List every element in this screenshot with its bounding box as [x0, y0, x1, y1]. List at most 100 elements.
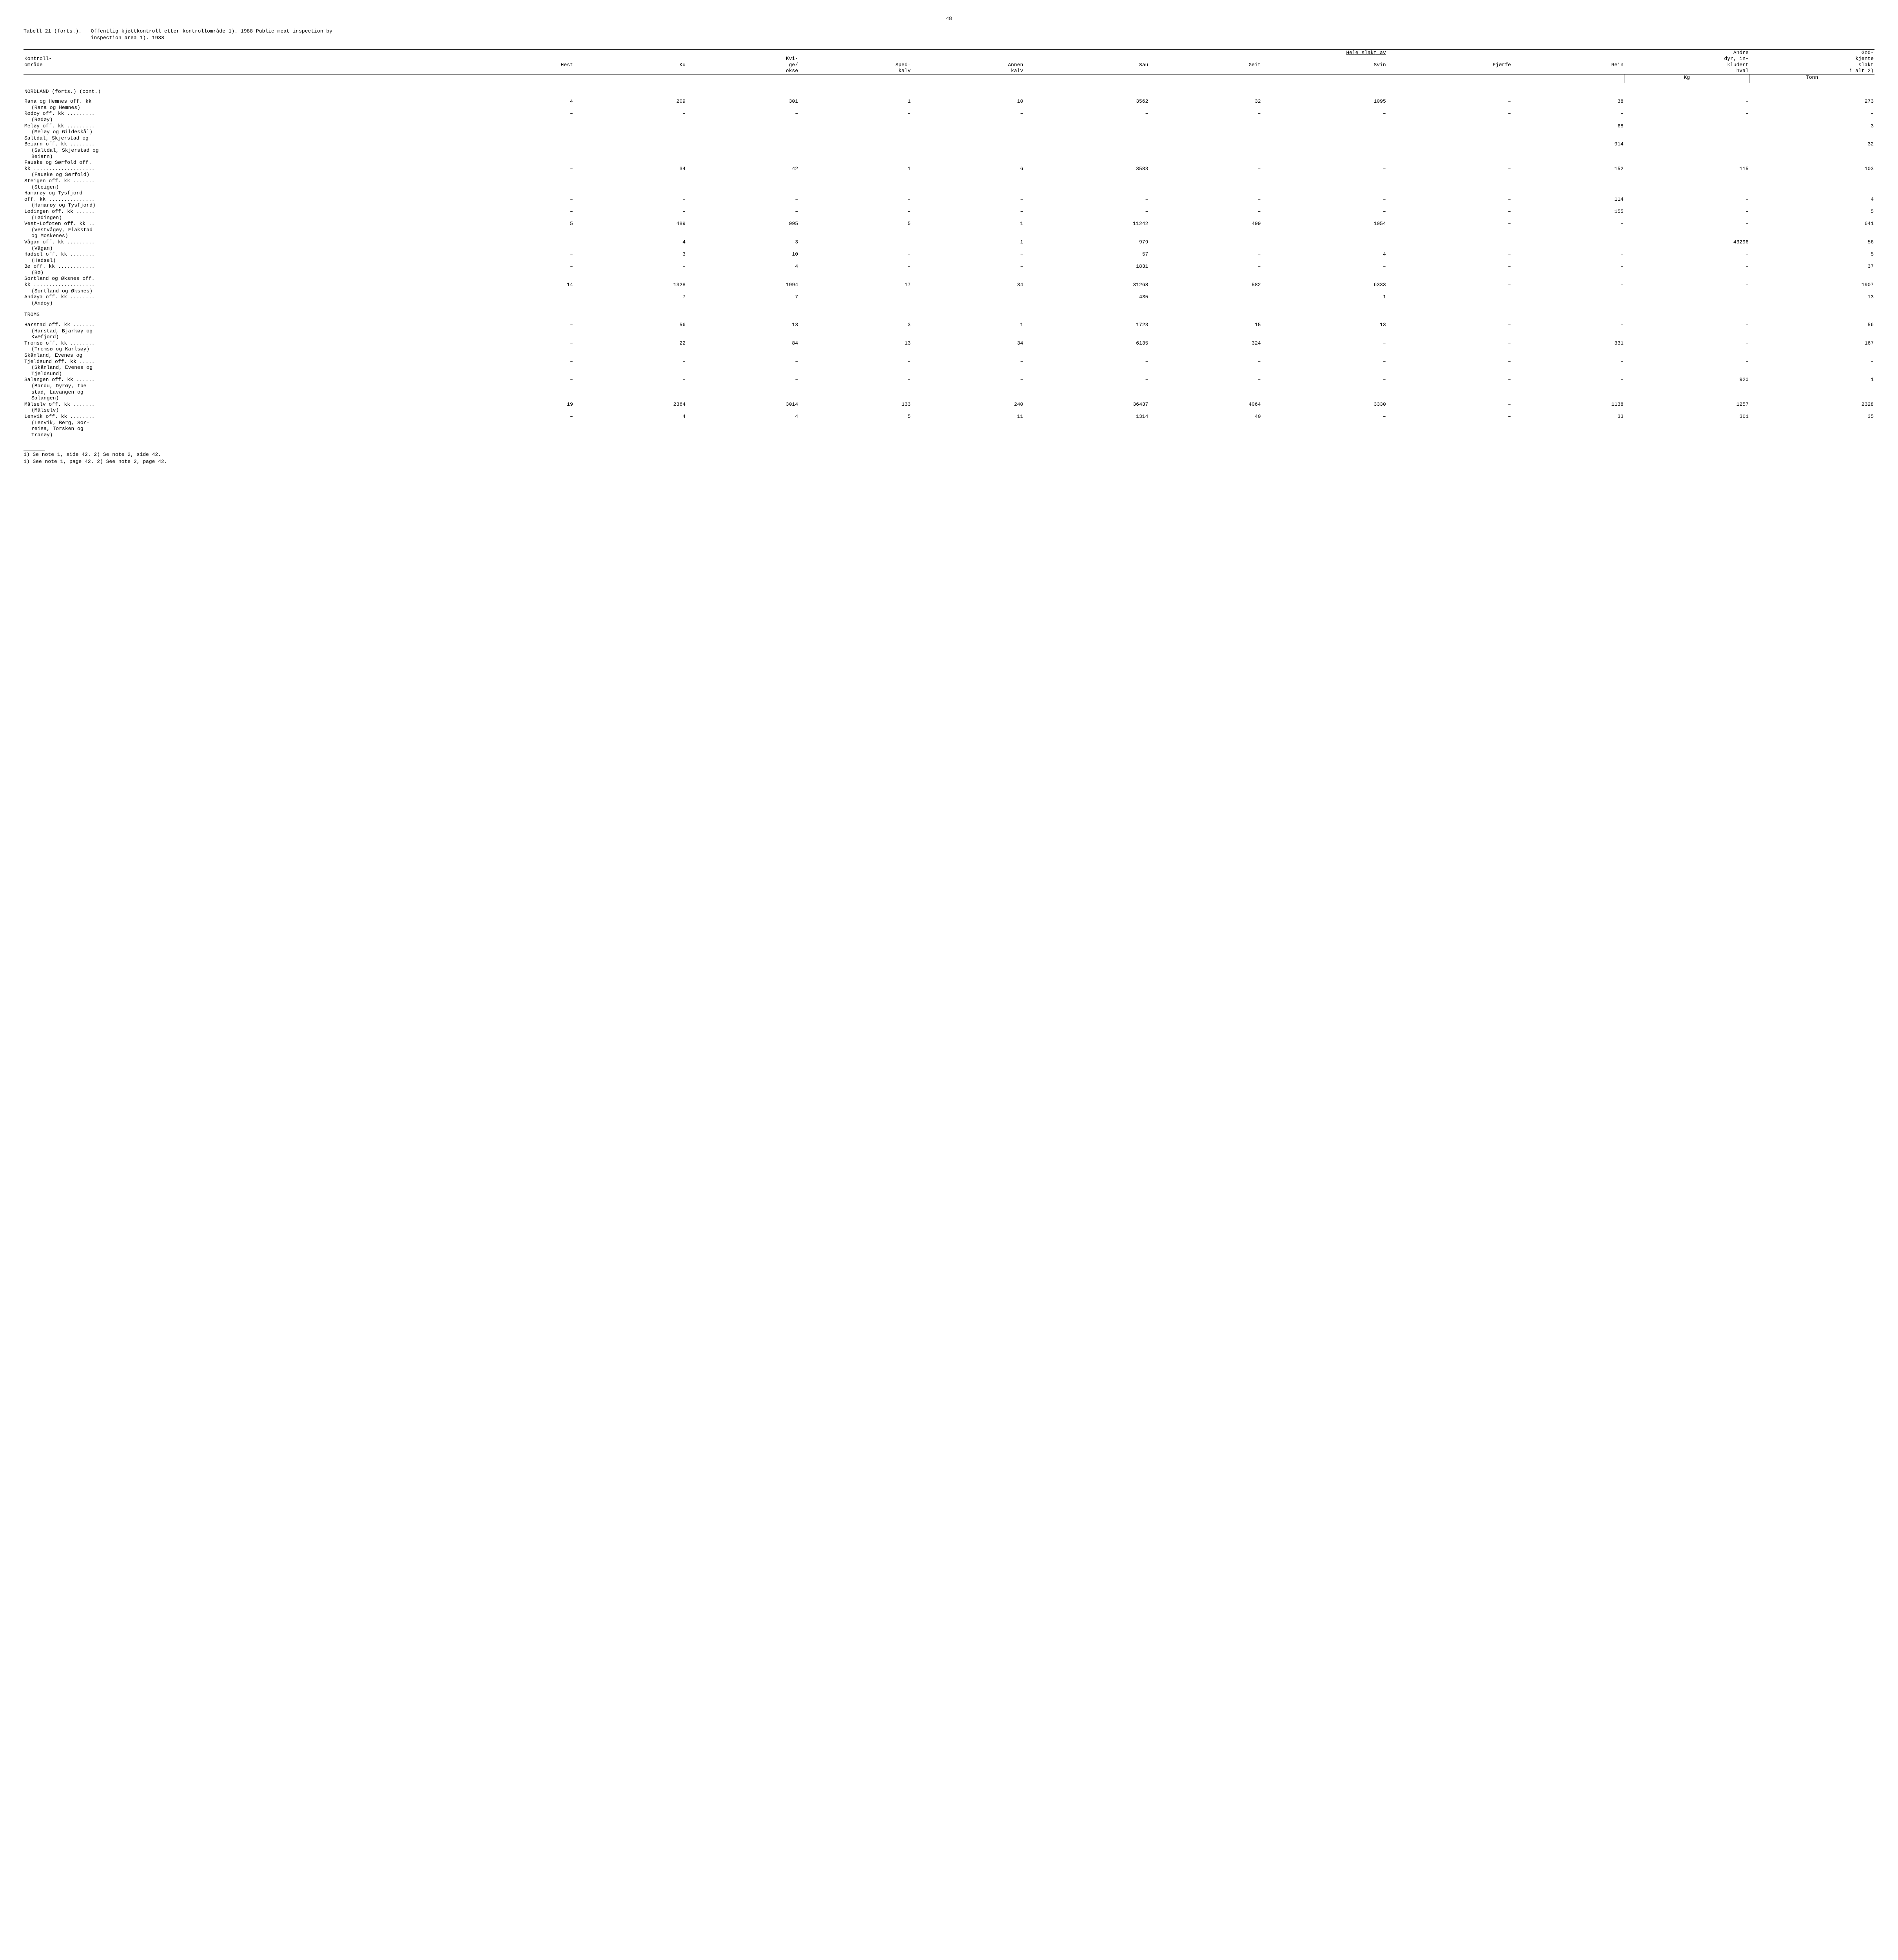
table-cell: –: [1261, 196, 1386, 203]
table-cell: –: [1149, 251, 1261, 258]
table-cell: –: [1387, 294, 1512, 300]
hdr-hval: hval: [1624, 68, 1749, 74]
row-sublabel: (Harstad, Bjarkøy og: [24, 328, 461, 334]
table-cell: –: [1149, 123, 1261, 129]
row-label: Hamarøy og Tysfjord: [24, 190, 461, 196]
hdr-omrade: område: [24, 62, 461, 68]
table-cell: 5: [799, 221, 911, 227]
table-cell: –: [911, 196, 1024, 203]
table-cell: 641: [1749, 221, 1874, 227]
row-sublabel: (Lødingen): [24, 215, 461, 221]
table-cell: 43296: [1624, 239, 1749, 245]
hdr-kg: Kg: [1624, 74, 1749, 83]
table-cell: 240: [911, 401, 1024, 408]
row-sublabel: (Skånland, Evenes og: [24, 365, 461, 371]
table-cell: 34: [574, 166, 686, 172]
table-cell: 4: [686, 414, 799, 420]
row-label: Sortland og Øksnes off.: [24, 276, 461, 282]
footnote-en: 1) See note 1, page 42. 2) See note 2, p…: [24, 458, 1874, 465]
row-sublabel: Salangen): [24, 395, 461, 401]
table-cell: –: [1624, 282, 1749, 288]
table-cell: –: [461, 414, 574, 420]
table-cell: –: [799, 123, 911, 129]
table-cell: 5: [461, 221, 574, 227]
table-cell: 435: [1024, 294, 1149, 300]
table-cell: –: [1387, 141, 1512, 147]
table-cell: 40: [1149, 414, 1261, 420]
table-cell: –: [1624, 98, 1749, 105]
hdr-svin: Svin: [1261, 62, 1386, 68]
table-cell: 13: [1749, 294, 1874, 300]
table-cell: 1257: [1624, 401, 1749, 408]
table-cell: –: [1149, 239, 1261, 245]
row-label: Skånland, Evenes og: [24, 352, 461, 359]
table-cell: 34: [911, 340, 1024, 347]
row-label: Tromsø off. kk ........: [24, 340, 461, 347]
table-cell: 68: [1512, 123, 1624, 129]
row-label: off. kk ...............: [24, 196, 461, 203]
table-cell: 1: [911, 239, 1024, 245]
row-sublabel: (Målselv): [24, 407, 461, 414]
table-cell: –: [1624, 340, 1749, 347]
table-cell: 273: [1749, 98, 1874, 105]
table-cell: –: [1387, 239, 1512, 245]
row-label: kk ....................: [24, 282, 461, 288]
row-label: Steigen off. kk .......: [24, 178, 461, 184]
table-cell: –: [1149, 377, 1261, 383]
table-cell: –: [911, 251, 1024, 258]
table-cell: –: [1387, 111, 1512, 117]
table-cell: –: [1387, 282, 1512, 288]
hdr-kludert: kludert: [1624, 62, 1749, 68]
table-cell: –: [1149, 263, 1261, 270]
table-cell: –: [461, 359, 574, 365]
table-cell: –: [1261, 166, 1386, 172]
hdr-annen: Annen: [911, 62, 1024, 68]
hdr-sau: Sau: [1024, 62, 1149, 68]
table-cell: –: [461, 322, 574, 328]
row-sublabel: (Hadsel): [24, 258, 461, 264]
table-cell: 33: [1512, 414, 1624, 420]
table-cell: –: [1624, 263, 1749, 270]
table-cell: –: [461, 141, 574, 147]
table-cell: –: [911, 178, 1024, 184]
table-cell: 6: [911, 166, 1024, 172]
table-cell: –: [911, 209, 1024, 215]
table-cell: –: [461, 377, 574, 383]
table-cell: –: [1512, 251, 1624, 258]
table-cell: –: [1261, 209, 1386, 215]
caption-line2: inspection area 1). 1988: [91, 35, 164, 41]
table-cell: 11242: [1024, 221, 1149, 227]
table-cell: 1: [911, 322, 1024, 328]
row-sublabel: (Bø): [24, 270, 461, 276]
hdr-tonn: Tonn: [1749, 74, 1874, 83]
table-cell: –: [799, 239, 911, 245]
table-caption: Tabell 21 (forts.). Offentlig kjøttkontr…: [24, 28, 1874, 42]
table-cell: –: [461, 294, 574, 300]
table-cell: 3: [574, 251, 686, 258]
section-title: NORDLAND (forts.) (cont.): [24, 83, 461, 99]
table-cell: –: [1261, 377, 1386, 383]
table-cell: 13: [1261, 322, 1386, 328]
table-cell: 1723: [1024, 322, 1149, 328]
table-cell: –: [461, 196, 574, 203]
table-cell: 38: [1512, 98, 1624, 105]
table-cell: –: [1387, 359, 1512, 365]
table-cell: 114: [1512, 196, 1624, 203]
hdr-hest: Hest: [461, 62, 574, 68]
table-cell: 3: [1749, 123, 1874, 129]
table-cell: 4064: [1149, 401, 1261, 408]
table-cell: 489: [574, 221, 686, 227]
table-cell: 4: [1749, 196, 1874, 203]
table-cell: 13: [686, 322, 799, 328]
table-cell: 6135: [1024, 340, 1149, 347]
table-cell: 995: [686, 221, 799, 227]
table-cell: –: [686, 209, 799, 215]
table-cell: 57: [1024, 251, 1149, 258]
row-label: Andøya off. kk ........: [24, 294, 461, 300]
table-cell: –: [1624, 221, 1749, 227]
table-cell: –: [1261, 414, 1386, 420]
table-cell: 3: [799, 322, 911, 328]
row-label: Bø off. kk ............: [24, 263, 461, 270]
table-cell: –: [1624, 196, 1749, 203]
table-cell: –: [1261, 111, 1386, 117]
